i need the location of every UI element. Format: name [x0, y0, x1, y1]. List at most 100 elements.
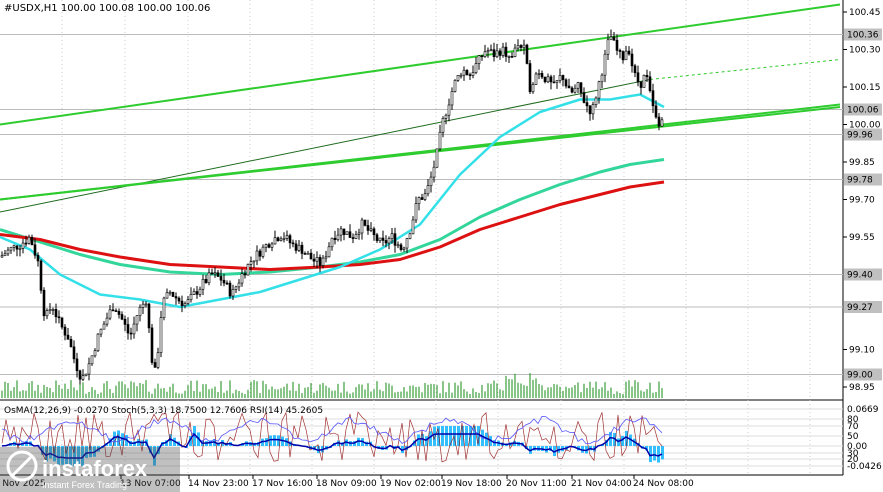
candle-body — [66, 334, 70, 340]
candle-body — [423, 193, 427, 200]
level-label-bg — [844, 103, 882, 116]
ma-mid-line — [0, 158, 665, 276]
time-label: 17 Nov 16:00 — [252, 479, 313, 489]
candle-body — [450, 91, 454, 106]
candle-body — [480, 55, 484, 58]
candle-body — [291, 242, 295, 245]
candle-body — [195, 291, 199, 295]
candle-body — [405, 238, 409, 249]
level-label: 99.96 — [847, 131, 873, 141]
time-label: 18 Nov 09:00 — [316, 479, 377, 489]
osma-bar — [429, 431, 432, 446]
candle-body — [576, 82, 580, 89]
candle-body — [174, 296, 178, 299]
osma-bar — [189, 435, 192, 446]
candle-body — [339, 228, 343, 236]
level-label-bg — [844, 28, 882, 41]
candle-body — [288, 235, 292, 244]
candle-body — [168, 291, 172, 294]
osma-bar — [437, 426, 440, 446]
candle-body — [93, 350, 97, 357]
candle-body — [456, 75, 460, 81]
candle-body — [345, 231, 349, 235]
osma-bar — [625, 430, 628, 446]
candle-body — [57, 316, 61, 319]
candle-body — [285, 235, 289, 239]
candle-body — [654, 105, 658, 118]
candle-body — [18, 247, 22, 250]
time-label: 12 Nov 2025 — [0, 479, 46, 489]
candle-body — [183, 303, 187, 307]
candle-body — [498, 50, 502, 56]
osma-bar — [77, 446, 80, 466]
osma-bar — [61, 446, 64, 465]
candle-body — [177, 297, 181, 302]
candle-body — [543, 76, 547, 83]
candle-body — [186, 299, 190, 304]
candle-body — [555, 80, 559, 83]
candle-body — [147, 303, 151, 329]
candle-body — [315, 257, 319, 262]
price-tick-label: 100.00 — [849, 121, 881, 131]
stoch-line — [1, 411, 663, 463]
candle-body — [426, 185, 430, 195]
candle-body — [360, 219, 364, 234]
osma-bar — [69, 446, 72, 466]
indicator-tick-label: 0.0669 — [847, 405, 879, 415]
candle-body — [117, 311, 121, 315]
candle-body — [408, 233, 412, 239]
candle-body — [483, 51, 487, 57]
candle-body — [642, 74, 646, 88]
candle-body — [126, 324, 130, 334]
osma-bar — [269, 435, 272, 446]
osma-bar — [121, 433, 124, 446]
osma-bar — [273, 435, 276, 446]
time-label: 13 Nov 07:00 — [120, 479, 181, 489]
candle-body — [612, 36, 616, 41]
osma-bar — [357, 437, 360, 446]
candle-body — [270, 243, 274, 248]
candle-body — [33, 244, 37, 256]
candle-body — [69, 339, 73, 348]
candle-body — [303, 253, 307, 255]
osma-bar — [621, 435, 624, 446]
candle-body — [549, 76, 553, 83]
volume-bars — [1, 373, 663, 398]
level-label-bg — [844, 368, 882, 381]
candle-body — [90, 355, 94, 365]
candle-body — [246, 264, 250, 276]
candle-body — [600, 74, 604, 83]
candle-body — [327, 246, 331, 258]
indicator-pane — [1, 411, 664, 466]
candle-body — [453, 79, 457, 92]
candle-body — [648, 76, 652, 91]
candle-body — [573, 87, 577, 93]
candle-body — [63, 326, 67, 336]
osma-bar — [149, 446, 152, 454]
level-label: 100.36 — [847, 31, 879, 41]
osma-bar — [453, 426, 456, 446]
moving-averages — [0, 93, 665, 309]
indicator-tick-label: 20 — [847, 455, 859, 465]
level-label-bg — [844, 173, 882, 186]
candle-body — [510, 56, 514, 58]
osma-bar — [261, 438, 264, 446]
candle-body — [504, 46, 508, 57]
candle-body — [207, 272, 211, 284]
candle-body — [597, 81, 601, 99]
candle-body — [225, 282, 229, 285]
candle-body — [276, 237, 280, 241]
channel-lines — [0, 3, 841, 213]
candle-body — [501, 46, 505, 56]
candle-body — [564, 79, 568, 87]
level-label: 99.40 — [847, 271, 873, 281]
candle-body — [321, 257, 325, 266]
candle-body — [138, 307, 142, 317]
candle-body — [627, 50, 631, 55]
candle-body — [621, 51, 625, 61]
osma-bar — [609, 432, 612, 446]
osma-bar — [113, 431, 116, 446]
level-label-bg — [844, 301, 882, 313]
candle-body — [153, 362, 157, 368]
